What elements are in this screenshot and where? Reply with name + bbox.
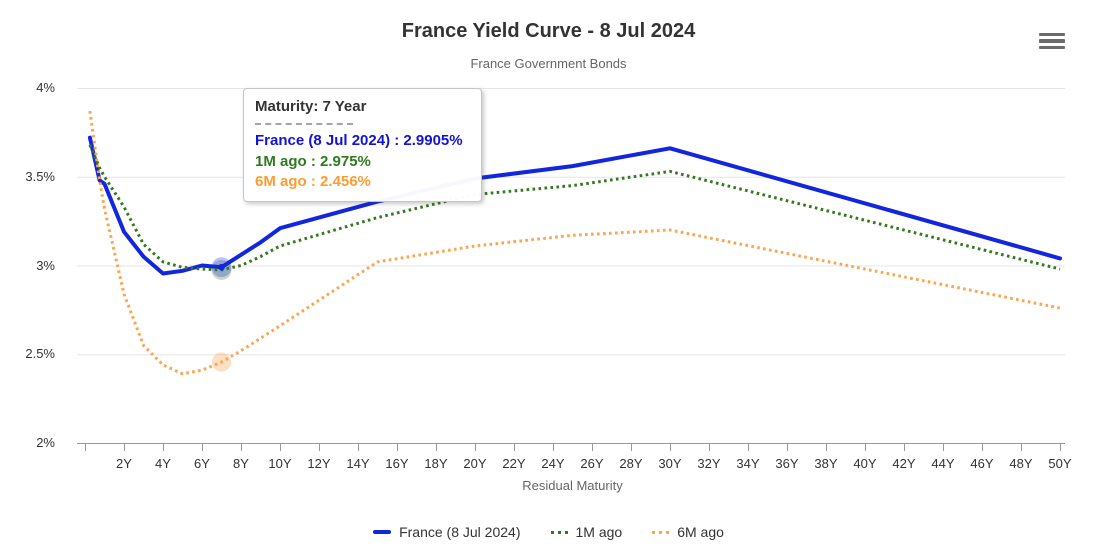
hover-marker-france[interactable]	[218, 263, 225, 271]
legend: France (8 Jul 2024) 1M ago 6M ago	[0, 524, 1097, 540]
legend-item-1[interactable]: 1M ago	[550, 524, 623, 540]
x-tick-label: 30Y	[658, 456, 682, 471]
legend-label: 6M ago	[677, 524, 724, 540]
x-tick-label: 6Y	[194, 456, 210, 471]
series-line-0[interactable]	[87, 135, 1062, 276]
x-tick-label: 50Y	[1048, 456, 1072, 471]
x-tick-label: 32Y	[697, 456, 721, 471]
x-tick-label: 8Y	[233, 456, 249, 471]
tooltip-row-france: France (8 Jul 2024) : 2.9905%	[255, 132, 463, 149]
x-tick-label: 42Y	[892, 456, 916, 471]
series-line-1[interactable]	[88, 144, 1061, 272]
legend-label: France (8 Jul 2024)	[399, 524, 521, 540]
tooltip-maturity: Maturity: 7 Year	[255, 98, 367, 115]
y-tick-label: 4%	[36, 80, 55, 95]
x-tick-label: 16Y	[385, 456, 409, 471]
x-tick-label: 38Y	[814, 456, 838, 471]
x-tick-label: 28Y	[619, 456, 643, 471]
y-tick-label: 2%	[36, 435, 55, 450]
tooltip-row-6m-ago: 6M ago : 2.456%	[255, 173, 371, 190]
x-tick-label: 4Y	[155, 456, 171, 471]
x-tick-label: 10Y	[268, 456, 292, 471]
series-line-2[interactable]	[88, 110, 1061, 376]
tooltip-row-1m-ago: 1M ago : 2.975%	[255, 152, 371, 170]
x-tick-label: 24Y	[541, 456, 565, 471]
hamburger-menu-icon[interactable]	[1039, 29, 1065, 53]
menu-bar	[1039, 32, 1065, 37]
x-tick-label: 34Y	[736, 456, 760, 471]
x-tick-label: 14Y	[346, 456, 370, 471]
x-tick-label: 26Y	[580, 456, 604, 471]
legend-dotted-swatch	[652, 530, 670, 534]
x-tick-label: 2Y	[116, 456, 132, 471]
x-tick-label: 36Y	[775, 456, 799, 471]
x-tick-label: 46Y	[970, 456, 994, 471]
x-tick-label: 40Y	[853, 456, 877, 471]
x-tick-label: 44Y	[931, 456, 955, 471]
x-tick-label: 22Y	[502, 456, 526, 471]
chart-title: France Yield Curve - 8 Jul 2024	[401, 20, 696, 42]
legend-label: 1M ago	[575, 524, 623, 540]
x-tick-label: 18Y	[424, 456, 448, 471]
chart-subtitle: France Government Bonds	[470, 56, 627, 71]
y-tick-label: 3%	[36, 257, 55, 273]
legend-item-2[interactable]: 6M ago	[652, 524, 724, 540]
legend-dotted-swatch	[550, 530, 568, 534]
legend-line-swatch	[373, 530, 392, 534]
x-tick-label: 48Y	[1009, 456, 1033, 471]
tooltip-separator	[255, 123, 353, 125]
y-tick-label: 2.5%	[25, 346, 55, 362]
x-axis-title: Residual Maturity	[522, 478, 623, 493]
legend-item-0[interactable]: France (8 Jul 2024)	[373, 524, 521, 540]
y-tick-label: 3.5%	[25, 168, 55, 184]
x-tick-label: 20Y	[463, 456, 487, 471]
x-tick-label: 12Y	[307, 456, 331, 471]
menu-bar	[1039, 45, 1065, 50]
tooltip: Maturity: 7 Year France (8 Jul 2024) : 2…	[243, 88, 482, 202]
menu-bar	[1039, 39, 1065, 43]
